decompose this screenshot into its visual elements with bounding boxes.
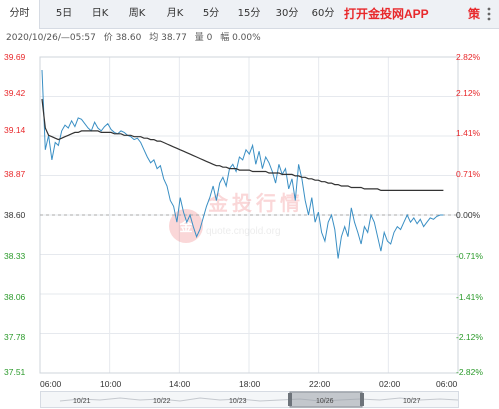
y-tick-price: 39.14	[4, 125, 26, 135]
quote-price: 价 38.60	[103, 33, 142, 43]
x-tick: 02:00	[379, 379, 401, 389]
y-tick-pct: 0.00%	[456, 210, 481, 220]
y-tick-pct: -1.41%	[456, 292, 483, 302]
y-tick-pct: -2.82%	[456, 367, 483, 377]
range-navigator[interactable]	[40, 391, 459, 408]
strategy-button[interactable]: 策	[468, 7, 481, 21]
period-tab-bar: 分时 5日 日K 周K 月K 5分 15分 30分 60分 打开金投网APP 策	[0, 0, 499, 29]
tab-weekly-k[interactable]: 周K	[128, 8, 146, 19]
x-tick: 18:00	[239, 379, 261, 389]
y-tick-pct: 0.71%	[456, 169, 481, 179]
y-tick-price: 37.51	[4, 367, 26, 377]
quote-change: 幅 0.00%	[220, 33, 261, 43]
quote-average: 均 38.77	[149, 33, 187, 43]
y-tick-pct: -2.12%	[456, 332, 483, 342]
y-tick-price: 39.42	[4, 88, 26, 98]
quote-datetime: 2020/10/26/—05:57	[6, 33, 96, 43]
open-app-link[interactable]: 打开金投网APP	[344, 7, 429, 21]
y-tick-price: 37.78	[4, 332, 26, 342]
x-tick: 06:00	[436, 379, 458, 389]
y-tick-price: 39.69	[4, 52, 26, 62]
svg-text:金投行情: 金投行情	[207, 191, 304, 215]
y-tick-pct: 2.82%	[456, 52, 481, 62]
x-tick: 22:00	[309, 379, 331, 389]
tab-5min[interactable]: 5分	[202, 8, 220, 19]
y-tick-price: 38.33	[4, 251, 26, 261]
tab-15min[interactable]: 15分	[237, 8, 261, 19]
y-tick-pct: 2.12%	[456, 88, 481, 98]
watermark-text: quote.cngold.org	[206, 226, 281, 237]
y-tick-price: 38.06	[4, 292, 26, 302]
y-tick-pct: 1.41%	[456, 128, 481, 138]
tab-daily-k[interactable]: 日K	[91, 8, 109, 19]
x-tick: 10:00	[100, 379, 122, 389]
tab-intraday[interactable]: 分时	[0, 0, 40, 29]
tab-60min[interactable]: 60分	[311, 8, 335, 19]
y-tick-price: 38.60	[4, 210, 26, 220]
more-options-icon[interactable]	[483, 6, 495, 22]
tab-30min[interactable]: 30分	[275, 8, 299, 19]
y-tick-pct: -0.71%	[456, 251, 483, 261]
x-tick: 14:00	[169, 379, 191, 389]
quote-volume: 量 0	[194, 33, 213, 43]
svg-text:金: 金	[178, 219, 193, 235]
price-line	[41, 69, 444, 259]
navigator-date: 10/26	[316, 398, 334, 405]
tab-5day[interactable]: 5日	[55, 8, 73, 19]
average-price-line	[41, 98, 444, 191]
navigator-date: 10/21	[73, 398, 91, 405]
x-tick: 06:00	[40, 379, 62, 389]
tab-monthly-k[interactable]: 月K	[166, 8, 184, 19]
navigator-date: 10/27	[403, 398, 421, 405]
quote-info-bar: 2020/10/26/—05:57 价 38.60 均 38.77 量 0 幅 …	[0, 29, 499, 47]
navigator-date: 10/22	[153, 398, 171, 405]
navigator-date: 10/23	[229, 398, 247, 405]
y-tick-price: 38.87	[4, 169, 26, 179]
